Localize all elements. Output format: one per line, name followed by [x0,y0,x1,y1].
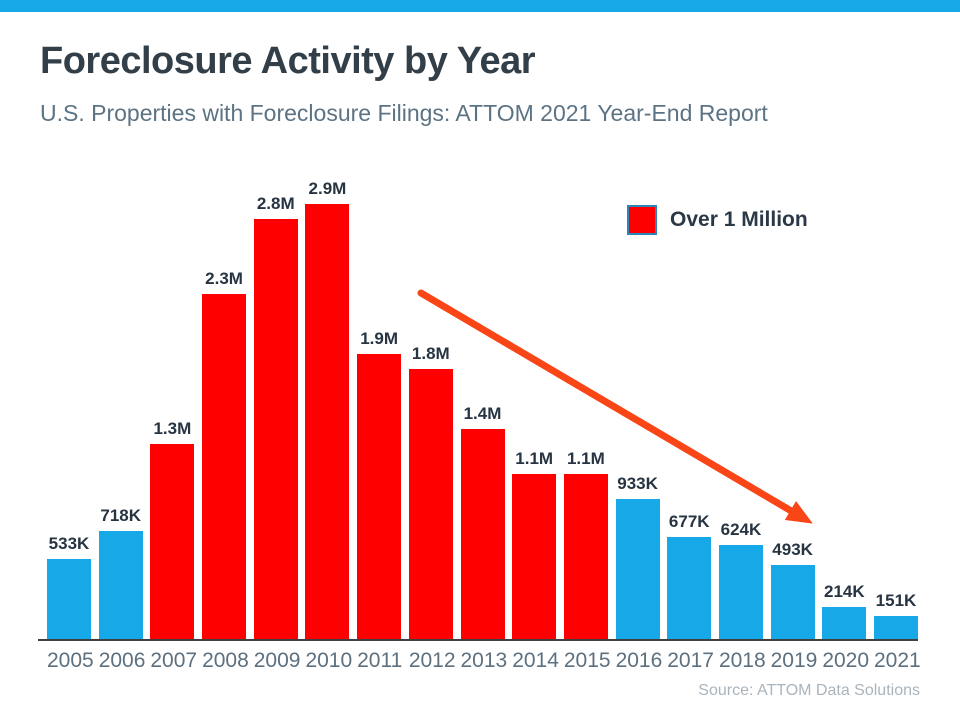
bar-group-2020: 214K [822,582,867,639]
legend-swatch-red [627,205,657,235]
page-subtitle: U.S. Properties with Foreclosure Filings… [40,100,768,126]
bar-value-label-2009: 2.8M [256,194,295,213]
x-axis-label-2008: 2008 [202,649,249,672]
bar-group-2013: 1.4M [460,404,505,639]
bars: 533K 718K 1.3M 2.3M 2.8M 2.9M 1.9M 1.8M 1.4M 1.1M… [38,179,918,639]
bar-group-2010: 2.9M [305,179,350,639]
bar-2021 [874,616,918,639]
bar-group-2007: 1.3M [150,419,195,639]
bar-group-2019: 493K [770,540,815,639]
source-attribution: Source: ATTOM Data Solutions [698,682,920,699]
bar-2006 [98,531,143,639]
bar-2012 [408,369,453,639]
bar-group-2017: 677K [667,512,712,639]
bar-group-2012: 1.8M [408,344,453,639]
x-axis-label-2021: 2021 [874,649,921,672]
bar-chart: 533K 718K 1.3M 2.3M 2.8M 2.9M 1.9M 1.8M 1.4M 1.1M… [38,179,918,641]
page-title: Foreclosure Activity by Year [40,40,536,82]
bar-2009 [253,219,298,639]
bar-value-label-2006: 718K [100,506,141,525]
x-axis-label-2010: 2010 [305,649,353,672]
bar-group-2009: 2.8M [253,194,298,639]
x-axis-label-2019: 2019 [770,649,818,672]
bar-value-label-2019: 493K [772,540,813,559]
bar-2010 [305,204,350,639]
x-axis-label-2007: 2007 [150,649,198,672]
bar-2005 [47,559,91,639]
bar-2013 [460,429,505,639]
x-axis-label-2013: 2013 [460,649,508,672]
bar-2018 [718,545,763,639]
bar-value-label-2015: 1.1M [566,449,605,468]
bar-value-label-2014: 1.1M [515,449,554,468]
x-axis-label-2015: 2015 [563,649,611,672]
x-axis-label-2006: 2006 [98,649,146,672]
x-axis-label-2017: 2017 [667,649,714,672]
bar-value-label-2018: 624K [720,520,762,539]
bar-group-2018: 624K [718,520,763,639]
x-axis-label-2012: 2012 [408,649,456,672]
bar-2014 [512,474,557,639]
x-axis-label-2009: 2009 [253,649,301,672]
bar-2015 [563,474,608,639]
x-axis-labels: 2005 2006 2007 2008 2009 2010 2011 2012 2013 2014… [38,649,921,673]
x-axis-label-2018: 2018 [718,649,766,672]
bar-group-2011: 1.9M [357,329,402,639]
x-axis-label-2016: 2016 [615,649,663,672]
bar-2008 [202,294,247,639]
top-accent-bar [0,0,960,12]
bar-value-label-2011: 1.9M [360,329,399,348]
bar-value-label-2010: 2.9M [308,179,347,198]
bar-value-label-2020: 214K [823,582,865,601]
bar-value-label-2013: 1.4M [463,404,502,423]
x-axis-label-2014: 2014 [512,649,559,672]
bar-group-2006: 718K [98,506,143,639]
bar-value-label-2017: 677K [668,512,710,531]
bar-value-label-2012: 1.8M [411,344,450,363]
bar-group-2015: 1.1M [563,449,608,639]
bar-group-2016: 933K [615,474,660,639]
bar-group-2021: 151K [874,591,918,639]
bar-group-2014: 1.1M [512,449,557,639]
chart-legend: Over 1 Million [627,205,808,235]
x-axis-label-2020: 2020 [822,649,870,672]
bar-value-label-2005: 533K [48,534,90,553]
bar-2019 [770,565,815,639]
bar-2007 [150,444,195,639]
bar-value-label-2016: 933K [617,474,658,493]
bar-2011 [357,354,402,639]
legend-label: Over 1 Million [670,208,808,231]
x-axis-label-2011: 2011 [357,649,403,672]
bar-2016 [615,499,660,639]
bar-value-label-2007: 1.3M [153,419,192,438]
bar-2020 [822,607,867,639]
bar-2017 [667,537,712,639]
x-axis-label-2005: 2005 [47,649,94,672]
bar-value-label-2008: 2.3M [205,269,243,288]
bar-group-2008: 2.3M [202,269,247,639]
bar-value-label-2021: 151K [875,591,917,610]
bar-group-2005: 533K [47,534,91,639]
